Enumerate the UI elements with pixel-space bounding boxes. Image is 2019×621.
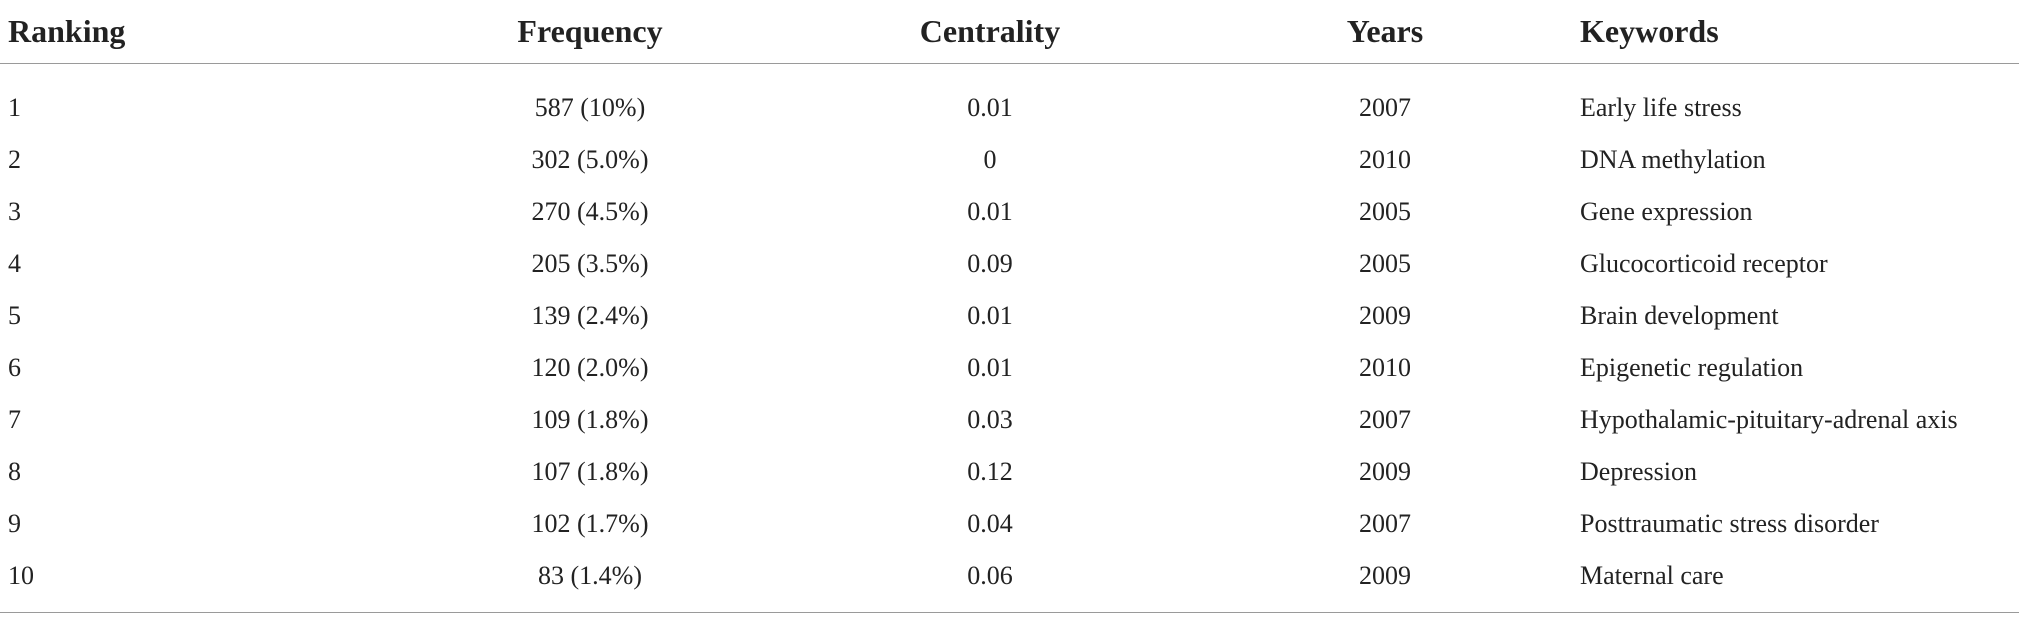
cell-centrality: 0.12 bbox=[967, 457, 1013, 486]
cell-frequency: 102 (1.7%) bbox=[531, 509, 649, 538]
cell-centrality: 0.04 bbox=[967, 509, 1013, 538]
cell-ranking: 3 bbox=[8, 197, 21, 226]
cell-years: 2007 bbox=[1359, 509, 1411, 538]
cell-frequency: 83 (1.4%) bbox=[390, 550, 790, 613]
table-row: 1 587 (10%) 0.01 2007 Early life stress bbox=[0, 64, 2019, 135]
cell-keywords: Early life stress bbox=[1580, 93, 1742, 122]
cell-ranking: 2 bbox=[8, 145, 21, 174]
cell-keywords: DNA methylation bbox=[1580, 145, 1766, 174]
table-row: 10 83 (1.4%) 0.06 2009 Maternal care bbox=[0, 550, 2019, 613]
header-years: Years bbox=[1190, 0, 1580, 64]
cell-ranking: 7 bbox=[8, 405, 21, 434]
table-row: 5 139 (2.4%) 0.01 2009 Brain development bbox=[0, 290, 2019, 342]
cell-frequency: 120 (2.0%) bbox=[531, 353, 649, 382]
table-row: 9 102 (1.7%) 0.04 2007 Posttraumatic stress … bbox=[0, 498, 2019, 550]
cell-years: 2010 bbox=[1359, 145, 1411, 174]
cell-keywords: Posttraumatic stress disorder bbox=[1580, 509, 1879, 538]
cell-years: 2005 bbox=[1359, 249, 1411, 278]
cell-ranking: 10 bbox=[0, 550, 390, 613]
header-keywords: Keywords bbox=[1580, 0, 2019, 64]
cell-frequency: 107 (1.8%) bbox=[531, 457, 649, 486]
cell-frequency: 205 (3.5%) bbox=[531, 249, 649, 278]
cell-centrality: 0.03 bbox=[967, 405, 1013, 434]
cell-frequency: 302 (5.0%) bbox=[531, 145, 649, 174]
cell-keywords: Hypothalamic-pituitary-adrenal axis bbox=[1580, 405, 1958, 434]
cell-keywords: Epigenetic regulation bbox=[1580, 353, 1804, 382]
cell-frequency: 270 (4.5%) bbox=[531, 197, 649, 226]
cell-centrality: 0.06 bbox=[790, 550, 1190, 613]
cell-centrality: 0.01 bbox=[967, 93, 1013, 122]
cell-keywords: Gene expression bbox=[1580, 197, 1753, 226]
cell-years: 2009 bbox=[1190, 550, 1580, 613]
table-header: Ranking Frequency Centrality Years Keywo… bbox=[0, 0, 2019, 64]
table-row: 6 120 (2.0%) 0.01 2010 Epigenetic regulation bbox=[0, 342, 2019, 394]
cell-keywords: Brain development bbox=[1580, 301, 1779, 330]
cell-ranking: 8 bbox=[8, 457, 21, 486]
cell-years: 2009 bbox=[1359, 301, 1411, 330]
cell-years: 2005 bbox=[1359, 197, 1411, 226]
cell-frequency: 139 (2.4%) bbox=[531, 301, 649, 330]
table-row: 3 270 (4.5%) 0.01 2005 Gene expression bbox=[0, 186, 2019, 238]
cell-ranking: 6 bbox=[8, 353, 21, 382]
table-row: 8 107 (1.8%) 0.12 2009 Depression bbox=[0, 446, 2019, 498]
table-body: 1 587 (10%) 0.01 2007 Early life stress 2 302 … bbox=[0, 64, 2019, 613]
header-centrality: Centrality bbox=[790, 0, 1190, 64]
cell-ranking: 9 bbox=[8, 509, 21, 538]
header-ranking: Ranking bbox=[0, 0, 390, 64]
cell-years: 2007 bbox=[1359, 405, 1411, 434]
cell-centrality: 0.01 bbox=[967, 301, 1013, 330]
cell-keywords: Maternal care bbox=[1580, 550, 2019, 613]
header-frequency: Frequency bbox=[390, 0, 790, 64]
cell-ranking: 1 bbox=[8, 93, 21, 122]
cell-centrality: 0 bbox=[983, 145, 997, 174]
cell-ranking: 4 bbox=[8, 249, 21, 278]
cell-centrality: 0.01 bbox=[967, 197, 1013, 226]
cell-years: 2010 bbox=[1359, 353, 1411, 382]
cell-keywords: Glucocorticoid receptor bbox=[1580, 249, 1828, 278]
header-row: Ranking Frequency Centrality Years Keywo… bbox=[0, 0, 2019, 64]
cell-frequency: 109 (1.8%) bbox=[531, 405, 649, 434]
cell-centrality: 0.01 bbox=[967, 353, 1013, 382]
cell-keywords: Depression bbox=[1580, 457, 1697, 486]
cell-ranking: 5 bbox=[8, 301, 21, 330]
table-row: 4 205 (3.5%) 0.09 2005 Glucocorticoid recept… bbox=[0, 238, 2019, 290]
cell-frequency: 587 (10%) bbox=[534, 93, 646, 122]
table-row: 2 302 (5.0%) 0 2010 DNA methylation bbox=[0, 134, 2019, 186]
cell-years: 2009 bbox=[1359, 457, 1411, 486]
cell-centrality: 0.09 bbox=[967, 249, 1013, 278]
table-row: 7 109 (1.8%) 0.03 2007 Hypothalamic-pituitar… bbox=[0, 394, 2019, 446]
cell-years: 2007 bbox=[1359, 93, 1411, 122]
